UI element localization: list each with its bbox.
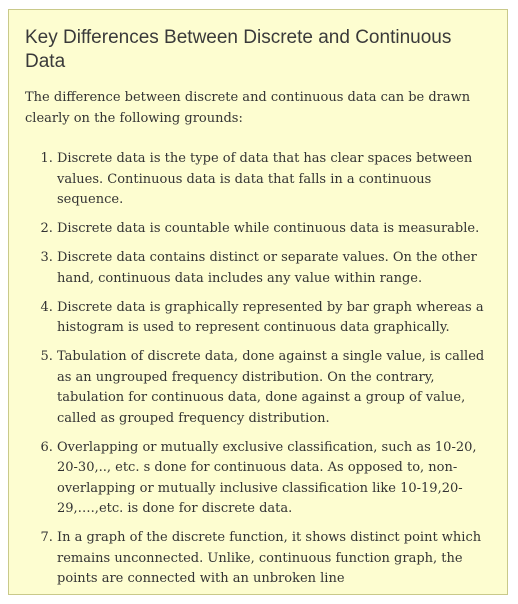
list-item: In a graph of the discrete function, it … (57, 528, 491, 590)
list-item: Discrete data contains distinct or separ… (57, 248, 491, 289)
intro-paragraph: The difference between discrete and cont… (25, 90, 471, 126)
list-item: Tabulation of discrete data, done agains… (57, 347, 491, 429)
differences-panel: Key Differences Between Discrete and Con… (8, 9, 508, 595)
differences-list: Discrete data is the type of data that h… (25, 149, 491, 590)
list-item: Discrete data is the type of data that h… (57, 149, 491, 211)
list-item: Discrete data is countable while continu… (57, 219, 491, 240)
list-item: Discrete data is graphically represented… (57, 298, 491, 339)
list-item: Overlapping or mutually exclusive classi… (57, 438, 491, 520)
panel-heading: Key Differences Between Discrete and Con… (25, 27, 452, 72)
